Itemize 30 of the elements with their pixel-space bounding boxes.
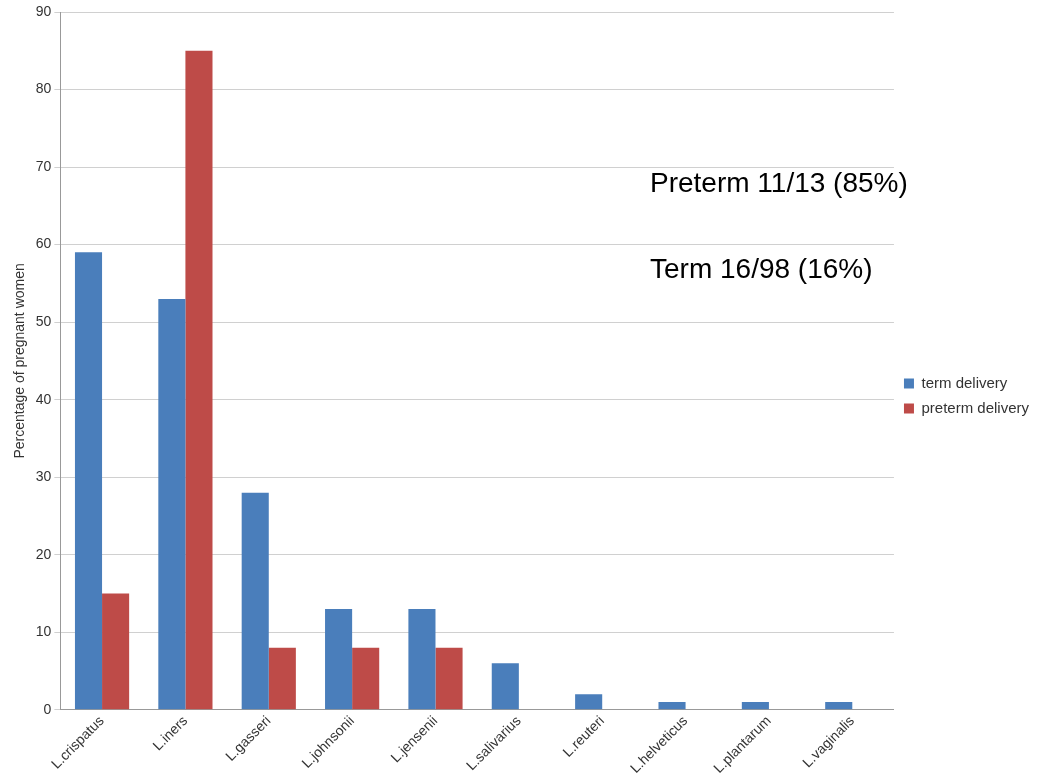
y-tick-label: 90 xyxy=(35,2,52,19)
bar xyxy=(158,298,186,710)
bar xyxy=(268,647,296,710)
bar xyxy=(741,702,769,710)
y-tick-label: 50 xyxy=(35,313,52,330)
legend-label: preterm delivery xyxy=(921,398,1030,416)
y-tick-label: 0 xyxy=(43,700,52,717)
y-tick-label: 70 xyxy=(35,157,52,174)
y-tick-label: 40 xyxy=(35,390,52,407)
bar xyxy=(185,50,213,710)
y-tick-label: 20 xyxy=(35,545,52,562)
bar xyxy=(408,609,436,710)
bar xyxy=(352,647,380,710)
annotation: Term 16/98 (16%) xyxy=(650,253,873,284)
bar xyxy=(825,702,853,710)
y-tick-label: 10 xyxy=(35,623,52,640)
y-tick-label: 30 xyxy=(35,468,52,485)
y-tick-label: 60 xyxy=(35,235,52,252)
bar xyxy=(241,492,269,710)
bar xyxy=(74,252,103,710)
bar xyxy=(575,694,603,710)
bar xyxy=(325,609,353,710)
bar xyxy=(435,647,463,710)
bar xyxy=(658,702,686,710)
bar xyxy=(491,663,519,710)
y-axis-title: Percentage of pregnant women xyxy=(11,263,28,459)
y-tick-label: 80 xyxy=(35,80,52,97)
bar xyxy=(102,593,130,710)
legend-label: term delivery xyxy=(921,373,1008,391)
annotation: Preterm 11/13 (85%) xyxy=(650,167,908,198)
